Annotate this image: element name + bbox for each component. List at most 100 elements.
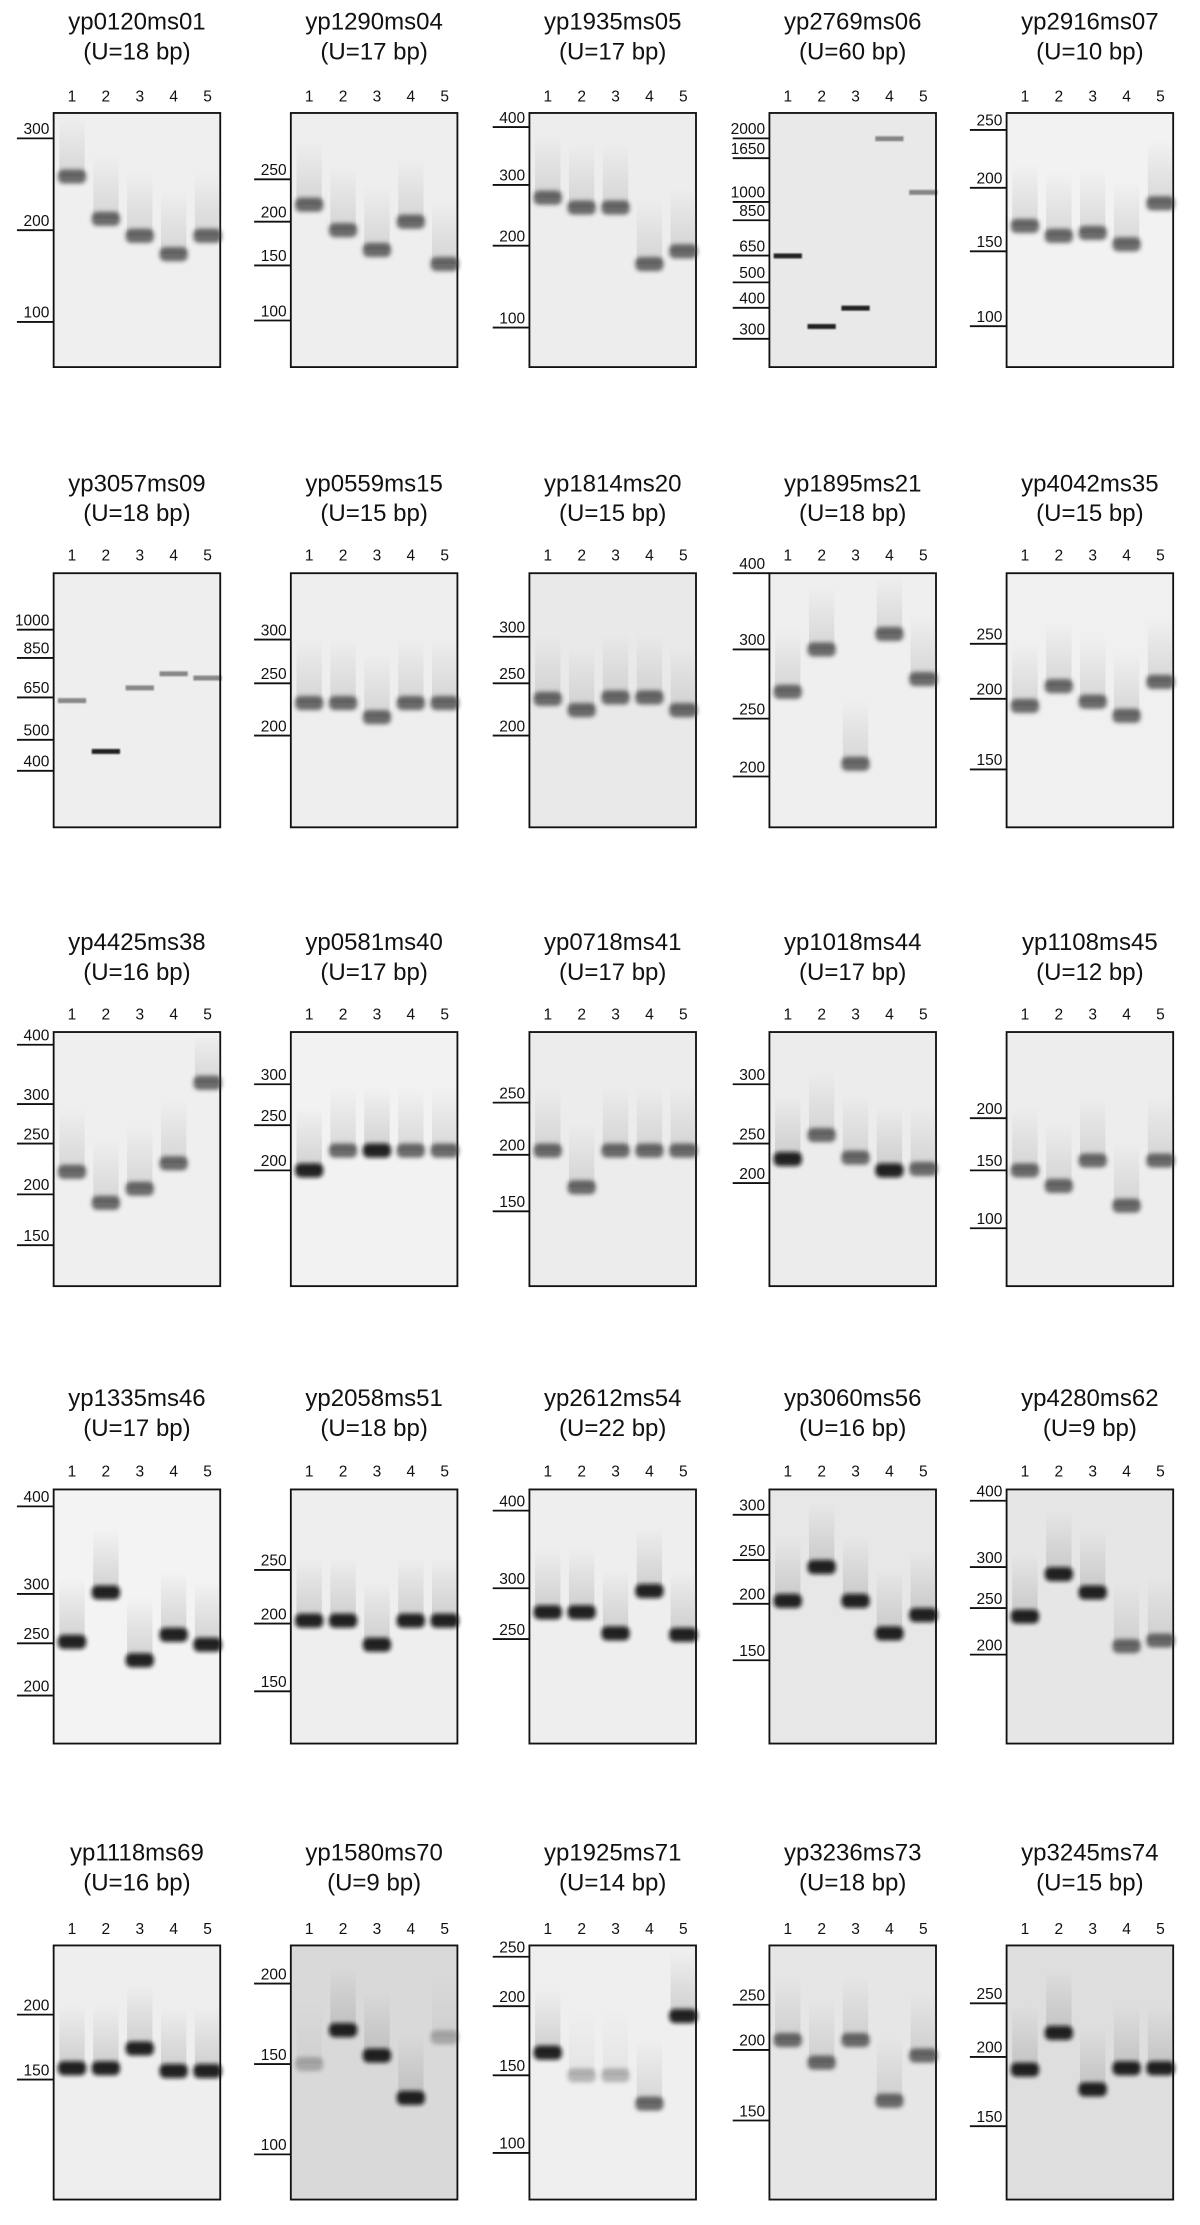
- lane-label: 2: [339, 548, 348, 565]
- lane-label: 3: [1088, 1006, 1097, 1023]
- panel-subtitle: (U=16 bp): [83, 1869, 190, 1896]
- gel-smear: [364, 653, 390, 718]
- gel-smear: [127, 1125, 153, 1189]
- lane-label: 1: [783, 548, 792, 565]
- gel-smear: [602, 2011, 629, 2076]
- gel-band: [773, 1152, 802, 1167]
- lane-label: 5: [440, 1464, 449, 1481]
- gel-band: [635, 1143, 664, 1158]
- marker-label: 150: [499, 1194, 525, 1211]
- gel-smear: [330, 1966, 356, 2031]
- lane-label: 3: [851, 1464, 860, 1481]
- marker-label: 200: [261, 718, 287, 735]
- marker-label: 250: [24, 1126, 50, 1143]
- panel-subtitle: (U=17 bp): [320, 38, 427, 65]
- lane-label: 5: [679, 1921, 688, 1938]
- lane-label: 1: [68, 1921, 77, 1938]
- panel-title: yp0559ms15: [305, 470, 442, 497]
- lane-label: 5: [203, 1921, 212, 1938]
- gel-smear: [876, 1569, 903, 1634]
- gel-band: [669, 1627, 698, 1642]
- gel-smear: [808, 585, 835, 650]
- gel-smear: [535, 1087, 561, 1151]
- lane-label: 1: [305, 89, 314, 106]
- gel-band: [1146, 1153, 1175, 1168]
- gel-smear: [636, 1087, 663, 1151]
- marker-label: 650: [739, 238, 765, 255]
- lane-label: 4: [885, 1464, 894, 1481]
- gel-band: [1044, 679, 1073, 694]
- gel-band: [328, 1613, 358, 1628]
- lane-label: 4: [885, 89, 894, 106]
- lane-label: 2: [1055, 89, 1064, 106]
- panel-subtitle: (U=15 bp): [320, 500, 427, 527]
- gel-smear: [670, 1087, 696, 1151]
- gel-band: [807, 1560, 836, 1575]
- lane-label: 4: [407, 548, 416, 565]
- gel-band: [295, 2056, 324, 2072]
- panel-title: yp2769ms06: [784, 9, 921, 36]
- lane-label: 2: [1055, 1006, 1064, 1023]
- marker-label: 200: [24, 213, 50, 230]
- gel-band: [91, 2061, 120, 2076]
- marker-label: 400: [976, 1484, 1002, 1501]
- gel-panel: yp0120ms01(U=18 bp) 1 2 3 4 5 300 200 100: [16, 9, 222, 369]
- marker-label: 150: [739, 1643, 765, 1660]
- marker-label: 250: [261, 666, 287, 683]
- gel-band: [807, 324, 836, 329]
- panel-title: yp3236ms73: [784, 1840, 921, 1867]
- gel-smear: [1046, 172, 1072, 236]
- lane-label: 3: [1088, 1464, 1097, 1481]
- lane-label: 3: [611, 1006, 620, 1023]
- gel-band: [193, 228, 222, 243]
- gel-smear: [330, 1087, 356, 1151]
- gel-band: [567, 1180, 596, 1195]
- lane-label: 3: [851, 1006, 860, 1023]
- gel-band: [430, 1143, 459, 1158]
- gel-band: [1078, 1585, 1107, 1600]
- marker-label: 400: [499, 1493, 525, 1510]
- gel-panel: yp1580ms70(U=9 bp) 1 2 3 4 5 200 150 100: [254, 1840, 459, 2201]
- marker-label: 500: [24, 723, 50, 740]
- lane-label: 4: [645, 548, 654, 565]
- panel-title: yp3245ms74: [1021, 1840, 1158, 1867]
- gel-band: [669, 244, 698, 259]
- lane-label: 3: [135, 1921, 144, 1938]
- gel-panel: yp0581ms40 (U=17 bp) 1 2 3 4 5 300 250 200: [254, 929, 459, 1288]
- marker-label: 400: [24, 1489, 50, 1506]
- panel-subtitle: (U=10 bp): [1036, 38, 1143, 65]
- panel-subtitle: (U=17 bp): [559, 38, 666, 65]
- gel-smear: [160, 1099, 187, 1164]
- gel-image: [768, 572, 937, 829]
- gel-band: [601, 1143, 630, 1158]
- marker-label: 100: [261, 303, 287, 320]
- gel-smear: [93, 1528, 119, 1593]
- marker-label: 150: [499, 2058, 525, 2075]
- marker-label: 150: [739, 2103, 765, 2120]
- gel-panel: yp4425ms38 (U=16 bp) 1 2 3 4 5 400 300 250 200 150: [16, 929, 222, 1288]
- marker-label: 250: [739, 1126, 765, 1143]
- gel-smear: [1046, 1969, 1072, 2033]
- gel-band: [91, 211, 120, 226]
- gel-band: [125, 1181, 154, 1196]
- gel-smear: [398, 1557, 424, 1621]
- gel-band: [1044, 1567, 1073, 1582]
- panel-title: yp1925ms71: [544, 1840, 681, 1867]
- gel-band: [909, 189, 938, 195]
- lane-label: 4: [169, 1921, 178, 1938]
- panel-title: yp1290ms04: [305, 9, 442, 36]
- gel-smear: [1080, 2025, 1106, 2090]
- gel-band: [125, 2041, 154, 2056]
- gel-band: [1078, 225, 1107, 241]
- gel-band: [1112, 1198, 1141, 1213]
- panel-subtitle: (U=9 bp): [327, 1869, 421, 1896]
- lane-label: 4: [169, 89, 178, 106]
- gel-smear: [330, 1557, 356, 1621]
- marker-label: 250: [976, 627, 1002, 644]
- gel-smear: [1012, 1106, 1038, 1171]
- gel-smear: [910, 1551, 936, 1616]
- gel-smear: [775, 628, 801, 692]
- gel-band: [396, 1143, 425, 1158]
- marker-label: 300: [24, 1577, 50, 1594]
- gel-band: [841, 1593, 870, 1609]
